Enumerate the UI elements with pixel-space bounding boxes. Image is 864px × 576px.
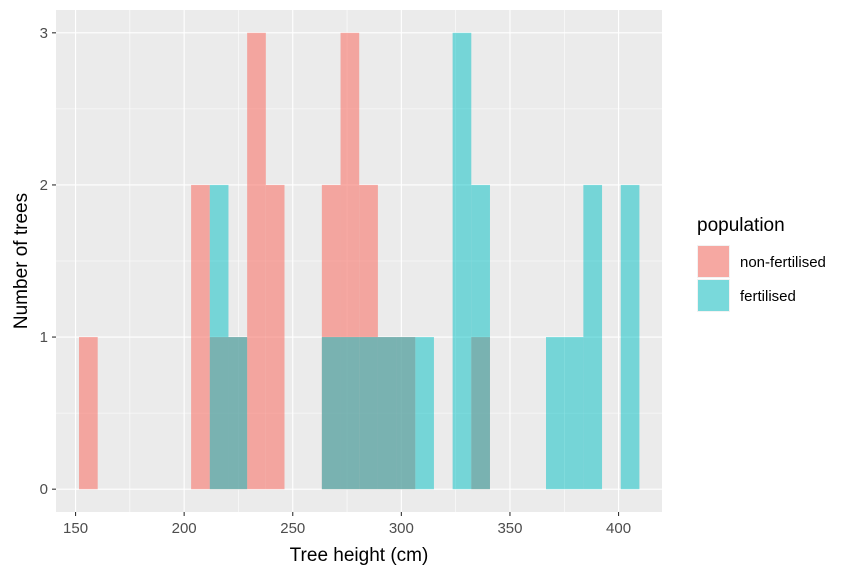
x-tick-label: 400 <box>606 520 631 537</box>
bar-fertilised <box>620 184 640 490</box>
bar-fertilised <box>471 184 490 490</box>
bar-fertilised <box>452 32 472 490</box>
bar-fertilised <box>321 337 341 490</box>
x-tick-label: 200 <box>172 520 197 537</box>
bar-fertilised <box>228 337 248 490</box>
y-tick-label: 3 <box>40 25 48 42</box>
y-axis: 0 1 2 3 <box>40 25 56 498</box>
legend-swatch-fertilised <box>698 280 729 311</box>
x-tick-label: 250 <box>280 520 305 537</box>
y-axis-title: Number of trees <box>11 193 32 329</box>
x-axis-title: Tree height (cm) <box>290 545 429 566</box>
bar-fertilised <box>340 337 360 490</box>
y-tick-label: 1 <box>40 329 48 346</box>
bar-non-fertilised <box>265 184 285 490</box>
y-tick-label: 0 <box>40 481 48 498</box>
y-tick-label: 2 <box>40 177 48 194</box>
bar-fertilised <box>415 337 434 490</box>
legend: population non-fertilised fertilised <box>697 215 826 312</box>
bar-fertilised <box>209 184 229 490</box>
x-axis: 150 200 250 300 350 400 <box>63 512 631 537</box>
legend-label-non-fertilised: non-fertilised <box>740 254 826 271</box>
bar-fertilised <box>396 337 416 490</box>
x-tick-label: 350 <box>497 520 522 537</box>
x-tick-label: 150 <box>63 520 88 537</box>
legend-swatch-non-fertilised <box>698 246 729 277</box>
bar-non-fertilised <box>79 337 98 490</box>
legend-title: population <box>697 215 785 236</box>
x-tick-label: 300 <box>389 520 414 537</box>
bar-fertilised <box>359 337 378 490</box>
bar-non-fertilised <box>191 184 210 490</box>
legend-label-fertilised: fertilised <box>740 288 796 305</box>
bar-fertilised <box>377 337 397 490</box>
histogram-bars <box>79 32 640 490</box>
bar-fertilised <box>583 184 603 490</box>
bar-fertilised <box>546 337 565 490</box>
bar-fertilised <box>564 337 584 490</box>
bar-non-fertilised <box>247 32 266 490</box>
